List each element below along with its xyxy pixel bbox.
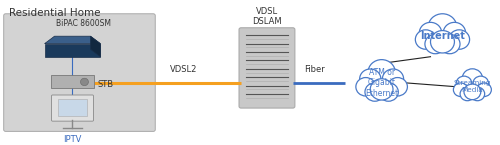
Circle shape [428,14,457,41]
Circle shape [388,78,407,96]
Text: VDSL2: VDSL2 [170,65,197,74]
Polygon shape [90,36,101,57]
Circle shape [416,30,436,49]
Polygon shape [44,44,100,57]
Circle shape [430,31,454,53]
Text: ATM or
Gigabit
Ethernet: ATM or Gigabit Ethernet [365,68,398,98]
Circle shape [360,69,381,89]
Text: Streaming
Media: Streaming Media [454,80,491,93]
Circle shape [368,60,396,85]
Text: STB: STB [98,80,114,89]
Text: Fiber: Fiber [304,65,325,74]
Circle shape [454,83,468,97]
Circle shape [470,87,484,101]
Text: Residential Home: Residential Home [8,8,100,18]
Circle shape [420,22,442,43]
FancyBboxPatch shape [4,14,156,131]
FancyBboxPatch shape [52,95,94,121]
Circle shape [456,76,472,91]
Circle shape [80,78,88,86]
Circle shape [460,87,474,101]
Circle shape [477,83,492,97]
Circle shape [440,34,460,54]
Circle shape [382,69,404,89]
Circle shape [378,83,398,101]
Text: BiPAC 8600SM: BiPAC 8600SM [56,19,110,28]
Text: IPTV: IPTV [64,135,82,144]
Circle shape [462,69,482,88]
Circle shape [365,83,384,101]
FancyBboxPatch shape [50,75,94,88]
Circle shape [464,84,481,100]
Circle shape [425,34,446,54]
Polygon shape [44,36,100,44]
Circle shape [444,22,466,43]
FancyBboxPatch shape [239,28,295,108]
Circle shape [449,30,469,49]
Circle shape [473,76,488,91]
Circle shape [356,78,376,96]
Text: Internet: Internet [420,31,465,41]
Text: VDSL
DSLAM: VDSL DSLAM [252,7,282,26]
FancyBboxPatch shape [58,99,88,116]
Circle shape [370,79,393,100]
